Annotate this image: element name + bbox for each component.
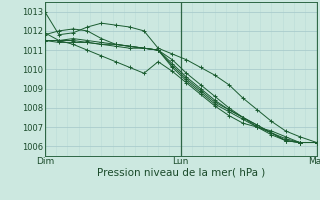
- X-axis label: Pression niveau de la mer( hPa ): Pression niveau de la mer( hPa ): [97, 168, 265, 178]
